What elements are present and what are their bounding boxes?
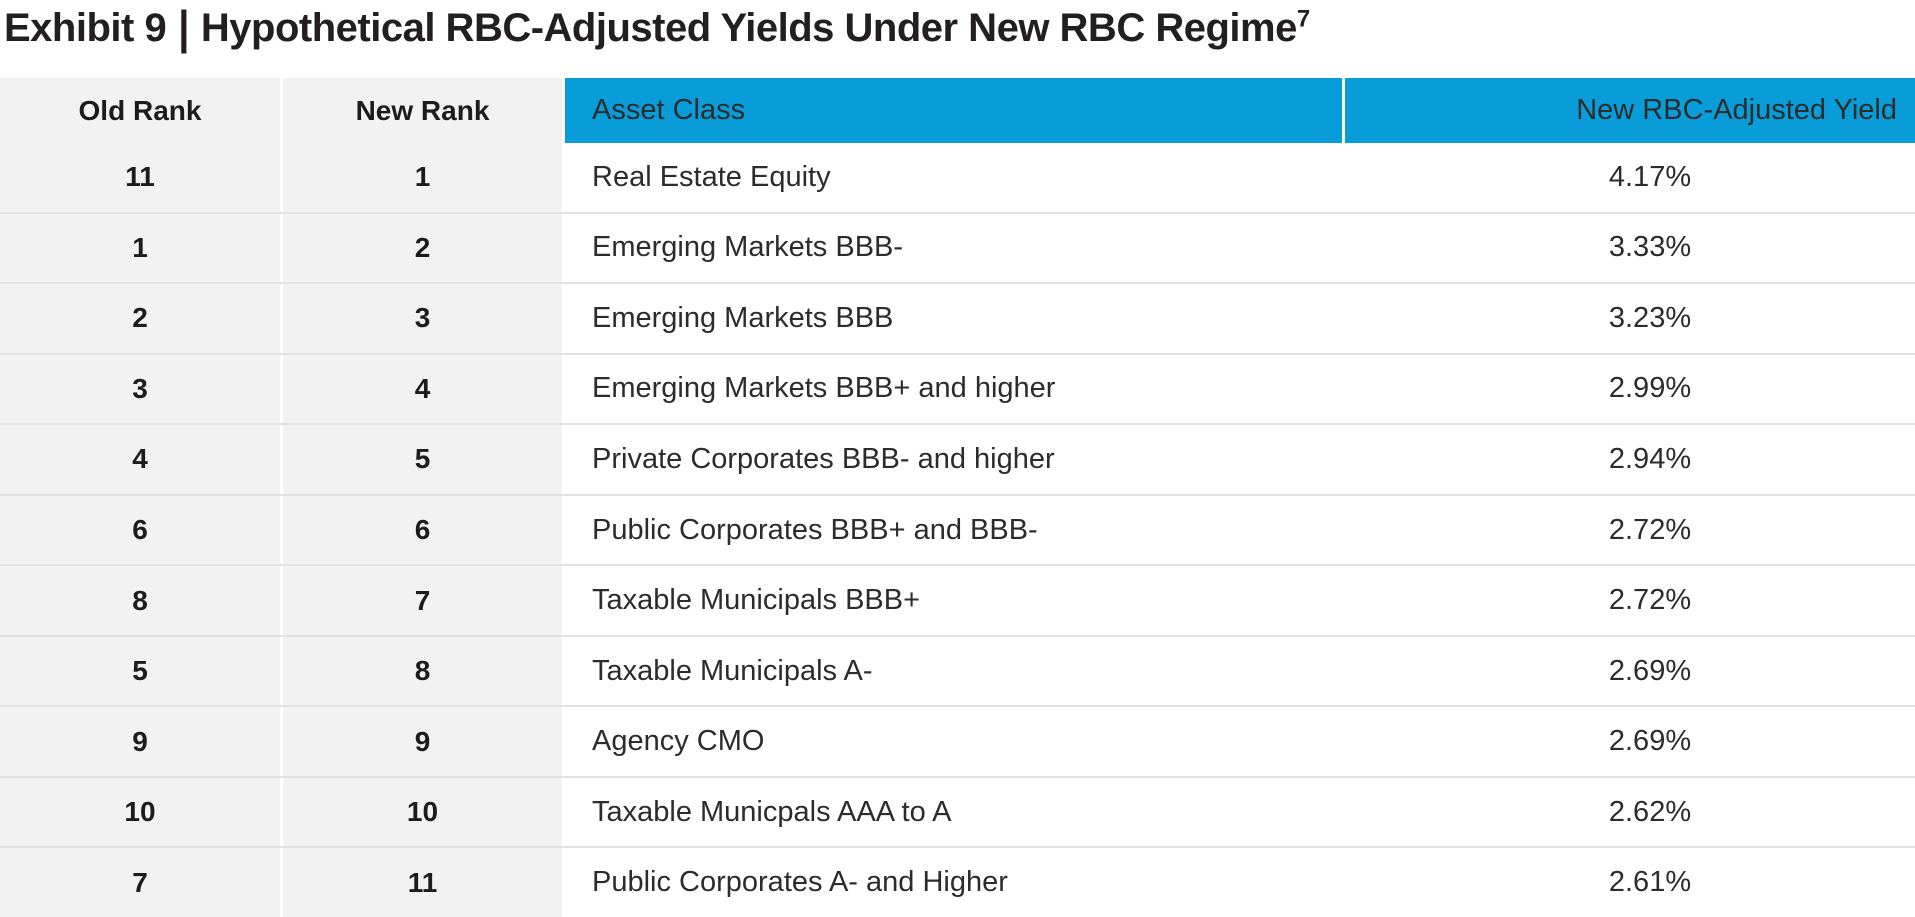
- header-cell-new-rank: New Rank: [283, 78, 562, 143]
- new-rank-cell: 8: [283, 636, 562, 706]
- old-rank-cell: 2: [0, 284, 280, 353]
- asset-class-cell: Taxable Municpals AAA to A: [565, 777, 1342, 847]
- asset-class-cell: Private Corporates BBB- and higher: [565, 425, 1342, 494]
- new-rank-cell: 10: [283, 777, 562, 847]
- yield-cell: 2.72%: [1345, 566, 1915, 635]
- yield-cell: 3.23%: [1345, 284, 1915, 353]
- table-row: 5 8 Taxable Municipals A- 2.69%: [0, 634, 1915, 706]
- table-row: 2 3 Emerging Markets BBB 3.23%: [0, 282, 1915, 353]
- new-rank-cell: 3: [283, 284, 562, 353]
- new-rank-cell: 2: [283, 213, 562, 283]
- old-rank-cell: 5: [0, 636, 280, 706]
- table-body: 11 1 Real Estate Equity 4.17% 1 2 Emergi…: [0, 143, 1915, 917]
- table-row: 9 9 Agency CMO 2.69%: [0, 705, 1915, 776]
- yield-cell: 2.99%: [1345, 354, 1915, 424]
- table-row: 6 6 Public Corporates BBB+ and BBB- 2.72…: [0, 493, 1915, 565]
- yield-cell: 2.72%: [1345, 495, 1915, 565]
- yield-cell: 2.69%: [1345, 707, 1915, 776]
- header-cell-asset-class: Asset Class: [565, 78, 1342, 143]
- table-row: 3 4 Emerging Markets BBB+ and higher 2.9…: [0, 352, 1915, 424]
- asset-class-cell: Agency CMO: [565, 707, 1342, 776]
- yield-cell: 4.17%: [1345, 143, 1915, 212]
- page-title: Exhibit 9 | Hypothetical RBC-Adjusted Yiel…: [0, 0, 1915, 78]
- old-rank-cell: 7: [0, 848, 280, 917]
- new-rank-cell: 1: [283, 143, 562, 212]
- table-row: 4 5 Private Corporates BBB- and higher 2…: [0, 423, 1915, 494]
- new-rank-cell: 4: [283, 354, 562, 424]
- new-rank-cell: 7: [283, 566, 562, 635]
- asset-class-cell: Emerging Markets BBB-: [565, 213, 1342, 283]
- asset-class-cell: Emerging Markets BBB+ and higher: [565, 354, 1342, 424]
- table-row: 7 11 Public Corporates A- and Higher 2.6…: [0, 846, 1915, 917]
- old-rank-cell: 4: [0, 425, 280, 494]
- asset-class-cell: Public Corporates A- and Higher: [565, 848, 1342, 917]
- old-rank-cell: 6: [0, 495, 280, 565]
- title-separator: |: [178, 2, 189, 54]
- yield-cell: 3.33%: [1345, 213, 1915, 283]
- table-row: 10 10 Taxable Municpals AAA to A 2.62%: [0, 775, 1915, 847]
- yield-cell: 2.62%: [1345, 777, 1915, 847]
- exhibit-number: Exhibit 9: [4, 6, 167, 50]
- title-text: Hypothetical RBC-Adjusted Yields Under N…: [200, 6, 1297, 50]
- table-row: 11 1 Real Estate Equity 4.17%: [0, 143, 1915, 212]
- old-rank-cell: 8: [0, 566, 280, 635]
- rbc-yield-table: Old Rank New Rank Asset Class New RBC-Ad…: [0, 78, 1915, 917]
- asset-class-cell: Emerging Markets BBB: [565, 284, 1342, 353]
- yield-cell: 2.94%: [1345, 425, 1915, 494]
- asset-class-cell: Real Estate Equity: [565, 143, 1342, 212]
- footnote-marker: 7: [1296, 5, 1310, 33]
- asset-class-cell: Taxable Municipals BBB+: [565, 566, 1342, 635]
- header-cell-yield: New RBC-Adjusted Yield: [1345, 78, 1915, 143]
- old-rank-cell: 11: [0, 143, 280, 212]
- table-row: 1 2 Emerging Markets BBB- 3.33%: [0, 211, 1915, 283]
- new-rank-cell: 11: [283, 848, 562, 917]
- new-rank-cell: 9: [283, 707, 562, 776]
- table-header-row: Old Rank New Rank Asset Class New RBC-Ad…: [0, 78, 1915, 143]
- old-rank-cell: 1: [0, 213, 280, 283]
- old-rank-cell: 10: [0, 777, 280, 847]
- header-cell-old-rank: Old Rank: [0, 78, 280, 143]
- old-rank-cell: 9: [0, 707, 280, 776]
- table-row: 8 7 Taxable Municipals BBB+ 2.72%: [0, 564, 1915, 635]
- yield-cell: 2.69%: [1345, 636, 1915, 706]
- asset-class-cell: Taxable Municipals A-: [565, 636, 1342, 706]
- new-rank-cell: 6: [283, 495, 562, 565]
- old-rank-cell: 3: [0, 354, 280, 424]
- new-rank-cell: 5: [283, 425, 562, 494]
- yield-cell: 2.61%: [1345, 848, 1915, 917]
- asset-class-cell: Public Corporates BBB+ and BBB-: [565, 495, 1342, 565]
